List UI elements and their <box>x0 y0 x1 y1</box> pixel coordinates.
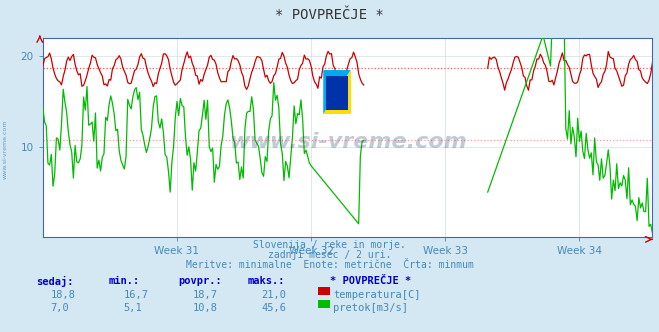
Text: 18,7: 18,7 <box>192 290 217 299</box>
Text: 45,6: 45,6 <box>262 303 287 313</box>
Text: 16,7: 16,7 <box>123 290 148 299</box>
Text: * POVPREČJE *: * POVPREČJE * <box>330 276 411 286</box>
Text: maks.:: maks.: <box>247 276 285 286</box>
Text: 21,0: 21,0 <box>262 290 287 299</box>
Text: sedaj:: sedaj: <box>36 276 74 287</box>
Text: zadnji mesec / 2 uri.: zadnji mesec / 2 uri. <box>268 250 391 260</box>
Text: pretok[m3/s]: pretok[m3/s] <box>333 303 409 313</box>
Text: Meritve: minimalne  Enote: metrične  Črta: minmum: Meritve: minimalne Enote: metrične Črta:… <box>186 260 473 270</box>
Text: Slovenija / reke in morje.: Slovenija / reke in morje. <box>253 240 406 250</box>
Text: 5,1: 5,1 <box>123 303 142 313</box>
Text: povpr.:: povpr.: <box>178 276 221 286</box>
Text: www.si-vreme.com: www.si-vreme.com <box>229 132 467 152</box>
Polygon shape <box>326 76 348 110</box>
Text: * POVPREČJE *: * POVPREČJE * <box>275 8 384 22</box>
Polygon shape <box>323 70 351 114</box>
Text: temperatura[C]: temperatura[C] <box>333 290 421 299</box>
Text: 18,8: 18,8 <box>51 290 76 299</box>
Polygon shape <box>323 70 351 114</box>
Text: www.si-vreme.com: www.si-vreme.com <box>3 120 8 179</box>
Text: min.:: min.: <box>109 276 140 286</box>
Text: 10,8: 10,8 <box>192 303 217 313</box>
Text: 7,0: 7,0 <box>51 303 69 313</box>
